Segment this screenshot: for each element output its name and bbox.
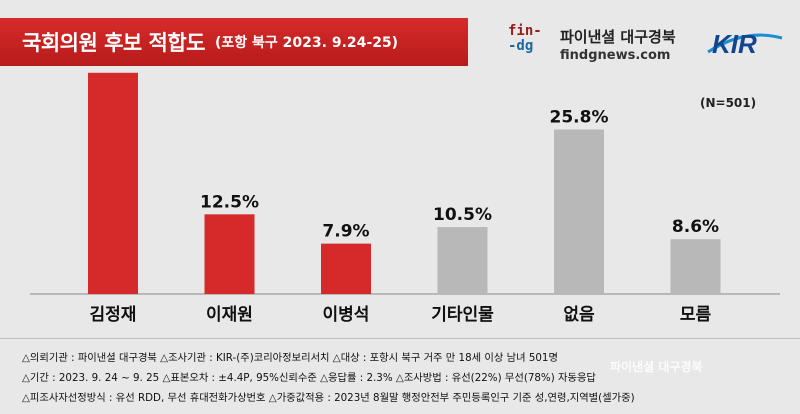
bar-chart: 34.7% 김정재 12.5% 이재원 7.9% 이병석 10.5% 기타인물 25.8% 없음 8…	[30, 70, 780, 325]
title-bar: 국회의원 후보 적합도 (포항 북구 2023. 9.24-25)	[0, 18, 468, 66]
brand-site: findgnews.com	[560, 48, 671, 63]
footer-line-3: △피조사자선정방식 : 유선 RDD, 무선 휴대전화가상번호 △가중값적용 :…	[22, 392, 635, 404]
data-label-3: 10.5%	[433, 205, 492, 225]
kir-logo: KIR	[707, 29, 783, 59]
brand-block: fin- -dg 파이낸셜 대구경북 findgnews.com	[508, 24, 708, 70]
bar-3	[437, 227, 488, 294]
category-label-1: 이재원	[206, 305, 253, 325]
footer-line-1: △의뢰기관 : 파이낸셜 대구경북 △조사기관 : KIR-(주)코리아정보리서…	[22, 352, 558, 364]
bar-2	[321, 243, 371, 294]
data-label-5: 8.6%	[672, 217, 719, 237]
category-label-3: 기타인물	[431, 305, 494, 325]
data-label-2: 7.9%	[322, 222, 369, 242]
category-label-2: 이병석	[323, 305, 370, 325]
bar-1	[204, 214, 255, 294]
category-label-0: 김정재	[90, 305, 137, 325]
data-label-4: 25.8%	[550, 108, 609, 128]
chart-subtitle: (포항 북구 2023. 9.24-25)	[215, 35, 399, 51]
survey-footer: △의뢰기관 : 파이낸셜 대구경북 △조사기관 : KIR-(주)코리아정보리서…	[0, 338, 800, 414]
sample-size-note: (N=501)	[700, 96, 757, 110]
bar-5	[670, 239, 721, 294]
footer-line-2: △기간 : 2023. 9. 24 ~ 9. 25 △표본오차 : ±4.4P,…	[22, 372, 596, 384]
brand-name: 파이낸셜 대구경북	[560, 28, 676, 46]
chart-title: 국회의원 후보 적합도	[22, 31, 206, 55]
logo-line-1: fin-	[508, 23, 542, 39]
data-label-1: 12.5%	[200, 192, 259, 212]
data-label-0: 34.7%	[84, 70, 143, 71]
kir-text: KIR	[712, 29, 757, 59]
bar-4	[554, 129, 604, 294]
bar-0	[88, 72, 138, 294]
category-label-4: 없음	[563, 305, 595, 325]
fin-dg-logo: fin- -dg	[508, 24, 542, 54]
category-label-5: 모름	[680, 305, 712, 325]
logo-line-2: -dg	[508, 38, 534, 54]
watermark: 파이낸셜 대구경북	[610, 360, 703, 374]
